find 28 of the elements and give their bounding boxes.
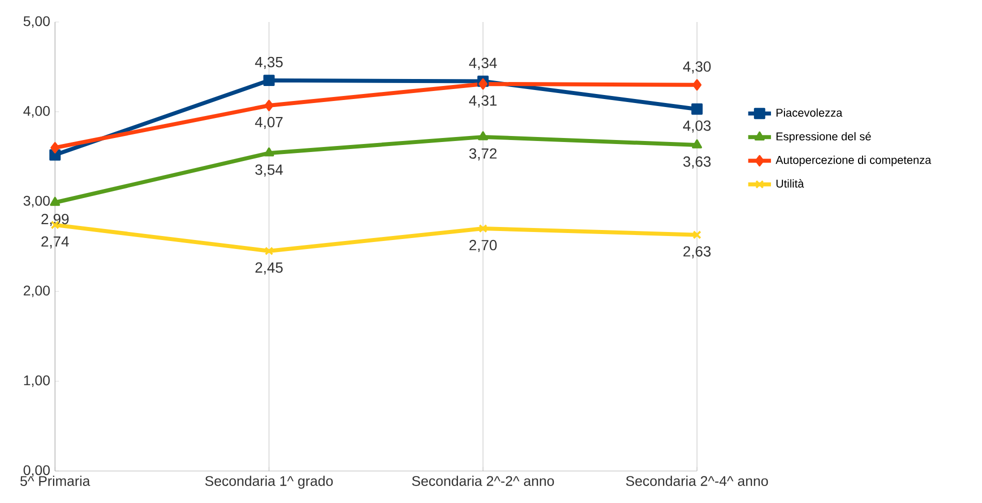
legend-label: Utilità: [776, 179, 804, 188]
data-label: 2,99: [41, 214, 69, 226]
data-label: 4,03: [683, 120, 711, 133]
y-tick-label: 3,00: [24, 196, 50, 208]
data-label: 4,31: [469, 95, 497, 108]
x-tick-label: Secondaria 2^-4^ anno: [626, 476, 768, 486]
data-label: 3,54: [255, 164, 283, 177]
data-label: 4,34: [469, 58, 497, 70]
y-tick-label: 4,00: [23, 106, 50, 118]
data-label: 3,72: [469, 148, 497, 160]
data-label: 4,30: [683, 61, 711, 74]
y-tick-label: 1,00: [24, 375, 50, 387]
legend-label: Piacevolezza: [776, 108, 842, 117]
legend-label: Espressione del sé: [776, 132, 871, 143]
data-label: 4,35: [255, 56, 283, 69]
data-label: 2,45: [255, 262, 283, 274]
y-tick-label: 2,00: [24, 286, 50, 298]
data-label: 4,07: [255, 116, 283, 130]
data-label: 2,70: [469, 240, 497, 252]
x-tick-label: Secondaria 2^-2^ anno: [412, 476, 554, 486]
x-tick-label: 5^ Primaria: [20, 476, 90, 486]
y-tick-label: 0,00: [24, 465, 50, 477]
data-label: 3,63: [683, 156, 711, 169]
legend-label: Autopercezione di competenza: [776, 156, 932, 166]
data-label: 2,74: [41, 236, 69, 248]
x-tick-label: Secondaria 1^ grado: [205, 476, 333, 489]
y-tick-label: 5,00: [24, 16, 50, 28]
data-label: 2,63: [683, 246, 711, 258]
